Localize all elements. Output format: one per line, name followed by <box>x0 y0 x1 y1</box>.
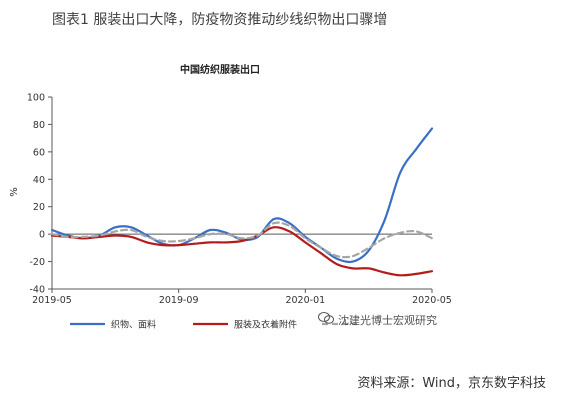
series-line-2 <box>50 221 434 259</box>
x-tick-label: 2020-01 <box>285 295 325 306</box>
axes: -40 -20 0 20 40 60 80 100 2019-05 2019-09 2020-01 2… <box>27 93 452 307</box>
series-line-1 <box>50 226 434 277</box>
legend-label-0: 织物、面料 <box>111 319 156 331</box>
y-tick-label: 80 <box>33 120 45 131</box>
y-tick-label: 60 <box>33 147 45 158</box>
chart-title: 中国纺织服装出口 <box>180 63 260 76</box>
figure-title: 图表1 服装出口大降，防疫物资推动纱线织物出口骤增 <box>52 12 388 28</box>
legend: 织物、面料 服装及衣着附件 <box>70 319 357 331</box>
wechat-icon <box>318 312 334 324</box>
series-lines <box>50 127 434 277</box>
x-tick-label: 2019-09 <box>159 295 199 306</box>
y-axis-label: % <box>9 187 20 197</box>
x-tick-label: 2020-05 <box>412 295 452 306</box>
y-tick-label: -40 <box>29 285 45 296</box>
y-tick-label: 40 <box>33 175 45 186</box>
series-line-0 <box>50 127 434 264</box>
x-tick-label: 2019-05 <box>32 295 72 306</box>
y-tick-label: 20 <box>33 202 45 213</box>
source-note: 资料来源：Wind，京东数字科技 <box>357 376 546 391</box>
y-tick-label: -20 <box>29 257 45 268</box>
watermark-text: 沈建光博士宏观研究 <box>338 313 437 327</box>
y-tick-label: 0 <box>39 230 45 241</box>
legend-label-1: 服装及衣着附件 <box>234 319 297 331</box>
y-tick-label: 100 <box>27 93 45 104</box>
